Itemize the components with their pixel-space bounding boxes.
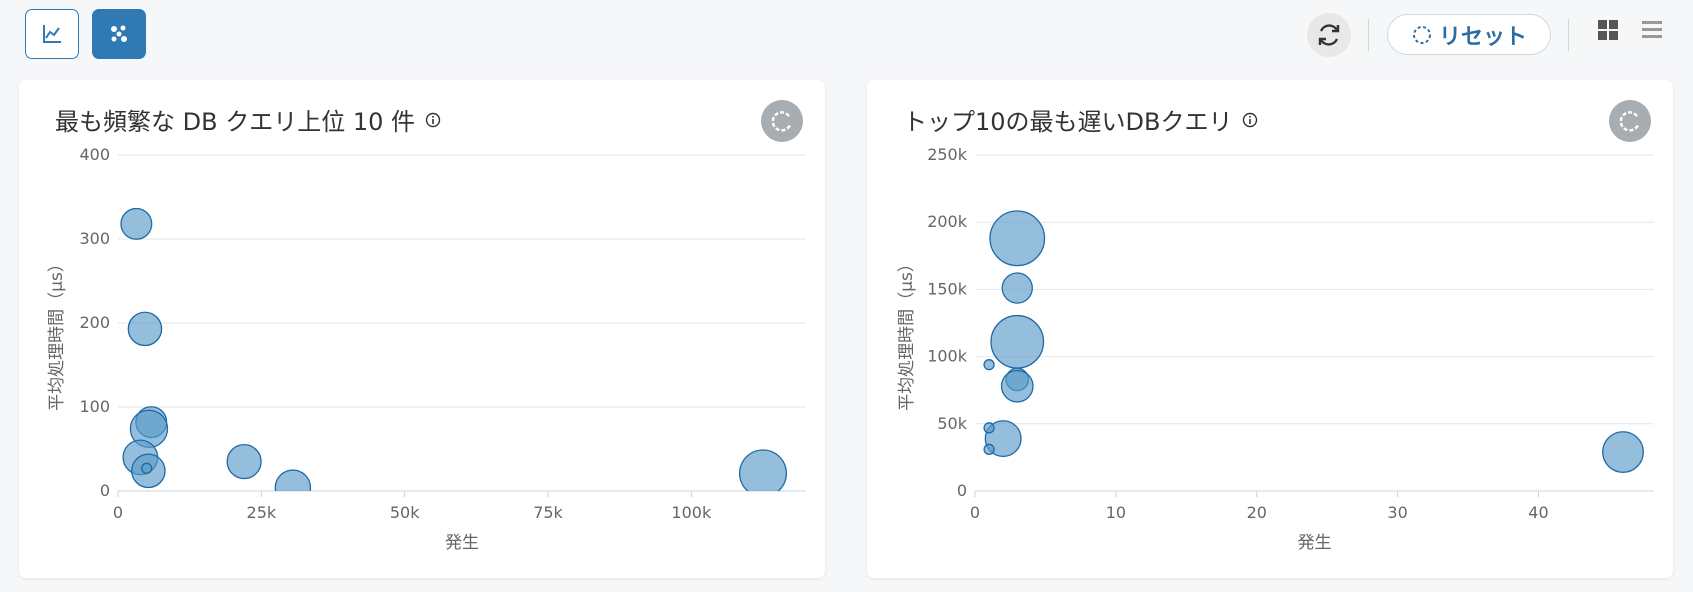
y-tick-label: 400 (79, 145, 110, 164)
y-tick-label: 50k (937, 414, 967, 433)
data-bubble[interactable] (983, 443, 995, 455)
data-bubble[interactable] (738, 449, 788, 497)
panel-refresh-button[interactable] (1609, 100, 1651, 142)
frequent-queries-chart: 0 100 200 300 400 0 25k 50k 75k 100k 発生 平均処理時間（μs） (47, 145, 806, 553)
x-tick-label: 10 (1106, 503, 1126, 522)
bubble-group (120, 207, 788, 505)
x-tick-label: 50k (390, 503, 420, 522)
reset-icon (1412, 25, 1431, 44)
x-tick-label: 75k (533, 503, 563, 522)
toolbar-divider-2 (1568, 19, 1569, 51)
y-tick-label: 200k (927, 212, 968, 231)
x-tick-label: 30 (1387, 503, 1407, 522)
line-chart-icon (43, 25, 61, 43)
y-tick-label: 0 (100, 481, 110, 500)
x-axis-title: 発生 (1298, 533, 1332, 553)
data-bubble[interactable] (989, 210, 1046, 267)
data-bubble[interactable] (274, 469, 312, 505)
y-tick-label: 0 (957, 481, 967, 500)
chart-title: 最も頻繁な DB クエリ上位 10 件 (55, 108, 415, 136)
grid-view-icon (1598, 20, 1618, 40)
refresh-icon (771, 111, 792, 132)
scatter-chart-view-button[interactable] (92, 9, 146, 59)
data-bubble[interactable] (127, 311, 163, 347)
x-axis-title: 発生 (445, 533, 479, 553)
x-tick-label: 25k (247, 503, 277, 522)
y-tick-label: 100k (927, 347, 968, 366)
y-tick-label: 200 (79, 313, 110, 332)
list-view-button[interactable] (1640, 18, 1664, 42)
data-bubble[interactable] (990, 314, 1045, 369)
info-icon[interactable] (1242, 112, 1258, 128)
scatter-chart-icon (111, 25, 127, 42)
bubble-group (983, 210, 1644, 473)
data-bubble[interactable] (120, 207, 153, 240)
reset-button[interactable]: リセット (1387, 14, 1551, 55)
x-tick-label: 40 (1528, 503, 1548, 522)
data-bubble[interactable] (983, 422, 995, 434)
y-axis-title: 平均処理時間（μs） (47, 255, 67, 411)
y-tick-label: 300 (79, 229, 110, 248)
slowest-queries-chart: 0 50k 100k 150k 200k 250k 0 10 20 30 40 発生 平均処理時間（μs… (897, 145, 1654, 553)
y-tick-label: 150k (927, 279, 968, 298)
frequent-queries-panel: 最も頻繁な DB クエリ上位 10 件 0 100 200 300 400 0 25k 50k… (19, 80, 825, 578)
refresh-icon (1318, 24, 1340, 46)
x-tick-label: 100k (671, 503, 712, 522)
toolbar: リセット (0, 0, 1693, 70)
data-bubble[interactable] (1602, 431, 1644, 473)
data-bubble[interactable] (1000, 369, 1034, 403)
line-chart-view-button[interactable] (25, 9, 79, 59)
refresh-icon (1619, 111, 1640, 132)
x-tick-label: 0 (113, 503, 123, 522)
slowest-queries-panel: トップ10の最も遅いDBクエリ 0 50k 100k 150k 200k 250k 0 10 2… (867, 80, 1673, 578)
info-icon[interactable] (425, 112, 441, 128)
chart-title: トップ10の最も遅いDBクエリ (903, 108, 1233, 136)
x-tick-label: 0 (970, 503, 980, 522)
x-tick-label: 20 (1247, 503, 1267, 522)
data-bubble[interactable] (141, 462, 153, 474)
data-bubble[interactable] (1001, 272, 1033, 304)
data-bubble[interactable] (983, 359, 995, 371)
reset-label: リセット (1438, 24, 1527, 50)
panel-refresh-button[interactable] (761, 100, 803, 142)
y-axis-title: 平均処理時間（μs） (897, 255, 917, 411)
refresh-button[interactable] (1307, 13, 1351, 57)
panel-title: トップ10の最も遅いDBクエリ (903, 102, 1258, 137)
y-tick-label: 250k (927, 145, 968, 164)
toolbar-divider (1368, 19, 1369, 51)
y-tick-label: 100 (79, 397, 110, 416)
data-bubble[interactable] (226, 443, 262, 480)
grid-view-button[interactable] (1596, 18, 1620, 42)
panel-title: 最も頻繁な DB クエリ上位 10 件 (55, 102, 441, 137)
list-view-icon (1642, 21, 1662, 38)
